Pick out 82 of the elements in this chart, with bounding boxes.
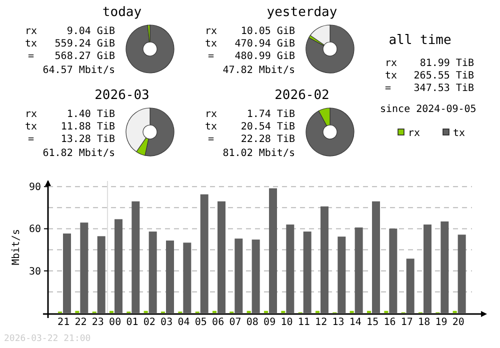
x-tick-label: 02	[143, 317, 156, 328]
text: tx 11.88 TiB	[25, 122, 115, 132]
y-axis-title: Mbit/s	[11, 228, 22, 266]
text: rx 1.74 TiB	[205, 109, 295, 120]
text: tx 265.55 TiB	[385, 70, 474, 82]
x-tick-label: 05	[194, 317, 207, 328]
chart-title: yesterday	[266, 5, 338, 20]
chart-title: today	[102, 5, 142, 20]
text: rx 81.99 TiB	[385, 58, 474, 69]
donut-slice	[306, 24, 354, 74]
x-tick-label: 13	[332, 317, 344, 328]
x-tick-label: 23	[92, 317, 104, 328]
text: tx 559.24 GiB	[25, 38, 115, 50]
x-tick-label: 01	[126, 317, 138, 328]
x-tick-label: 09	[264, 317, 276, 328]
bar	[338, 236, 346, 313]
x-tick-label: 06	[212, 317, 224, 328]
y-tick-label: 90	[28, 182, 41, 194]
text: rx 10.05 GiB	[205, 26, 295, 37]
donut-slice	[126, 24, 174, 74]
bar	[218, 201, 226, 313]
bar	[320, 206, 328, 313]
x-tick-label: 11	[298, 317, 310, 328]
chart-title: 2026-03	[94, 88, 150, 103]
x-tick-label: 08	[246, 317, 258, 328]
bar	[234, 238, 243, 313]
x-tick-label: 19	[435, 317, 448, 328]
text: rx 1.40 TiB	[25, 109, 115, 120]
bar	[252, 240, 260, 313]
x-tick-label: 03	[160, 317, 173, 328]
x-tick-label: 15	[366, 317, 379, 328]
text: = 347.53 TiB	[385, 83, 474, 94]
x-tick-label: 22	[74, 317, 87, 328]
chart-title: 2026-02	[274, 88, 330, 103]
text: = 22.28 TiB	[208, 134, 295, 145]
text: 61.82 Mbit/s	[42, 148, 115, 159]
bar	[440, 221, 449, 313]
bar	[424, 224, 432, 313]
bar	[200, 194, 208, 313]
text: 47.82 Mbit/s	[222, 65, 295, 76]
bar	[97, 236, 106, 313]
x-tick-label: 16	[384, 317, 396, 328]
x-tick-label: 00	[109, 317, 122, 328]
x-tick-label: 04	[178, 317, 190, 328]
text: 81.02 Mbit/s	[222, 148, 295, 159]
bar	[406, 258, 414, 313]
text: = 13.28 TiB	[28, 134, 115, 145]
text: rx 9.04 GiB	[25, 26, 115, 37]
bar	[286, 224, 294, 313]
bar	[458, 234, 466, 313]
x-tick-label: 07	[229, 317, 242, 328]
bar	[63, 234, 71, 313]
bar	[389, 228, 398, 313]
bar	[303, 232, 312, 313]
bar	[114, 219, 122, 313]
x-tick-label: 10	[280, 317, 293, 328]
y-tick-label: 60	[28, 224, 41, 236]
text: since 2024-09-05	[380, 104, 476, 115]
bar	[166, 240, 174, 313]
text: = 480.99 GiB	[208, 51, 295, 62]
bar	[269, 188, 277, 313]
bar	[354, 227, 363, 313]
donut-slice	[306, 108, 354, 156]
x-tick-label: 12	[315, 317, 328, 328]
bar	[372, 201, 380, 313]
bar	[148, 232, 157, 313]
bar	[80, 222, 88, 313]
y-tick-label: 30	[28, 266, 41, 278]
bar	[183, 242, 192, 313]
legend-label: tx	[453, 128, 466, 139]
text: 64.57 Mbit/s	[42, 65, 115, 76]
bar	[132, 201, 140, 313]
legend-label: rx	[408, 128, 420, 139]
text: tx 20.54 TiB	[205, 122, 295, 132]
x-tick-label: 20	[452, 317, 464, 328]
x-tick-label: 21	[58, 317, 70, 328]
text: all time	[388, 33, 452, 48]
x-tick-label: 18	[418, 317, 430, 328]
text: tx 470.94 GiB	[205, 38, 295, 50]
x-tick-label: 17	[400, 317, 413, 328]
text: = 568.27 GiB	[28, 51, 115, 62]
x-tick-label: 14	[349, 317, 362, 328]
